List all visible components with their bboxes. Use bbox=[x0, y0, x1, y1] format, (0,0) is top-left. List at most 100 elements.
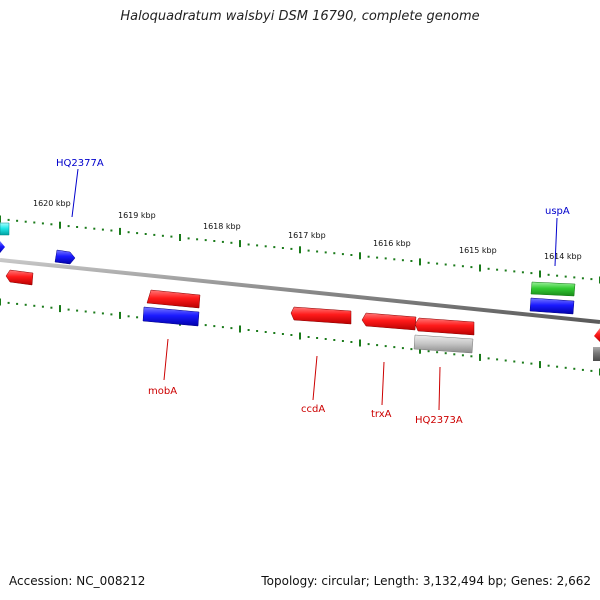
gene-feature-red-right[interactable] bbox=[594, 328, 600, 342]
gene-feature-hq2373a-gray[interactable] bbox=[413, 334, 474, 354]
gene-label-ccdA[interactable]: ccdA bbox=[301, 404, 325, 415]
minor-tick bbox=[581, 368, 584, 371]
minor-tick bbox=[16, 302, 19, 305]
minor-tick bbox=[324, 338, 327, 340]
minor-tick bbox=[367, 255, 370, 258]
major-tick bbox=[479, 353, 481, 361]
minor-tick bbox=[247, 243, 250, 246]
major-tick bbox=[119, 311, 121, 319]
minor-tick bbox=[470, 355, 473, 358]
major-tick bbox=[419, 258, 421, 266]
minor-tick bbox=[307, 336, 310, 338]
gene-feature-hq2373a[interactable] bbox=[414, 317, 475, 336]
major-tick bbox=[59, 305, 61, 313]
leader-line-hq2377a bbox=[71, 168, 79, 218]
major-tick bbox=[299, 332, 301, 340]
gene-feature-cyan[interactable] bbox=[0, 222, 10, 236]
minor-tick bbox=[24, 220, 27, 223]
map-title: Haloquadratum walsbyi DSM 16790, complet… bbox=[120, 9, 480, 24]
minor-tick bbox=[170, 235, 173, 238]
minor-tick bbox=[556, 365, 559, 368]
minor-tick bbox=[581, 277, 584, 280]
major-tick bbox=[299, 246, 301, 254]
minor-tick bbox=[333, 252, 336, 255]
gene-feature-hq2377a[interactable] bbox=[54, 249, 76, 265]
minor-tick bbox=[496, 358, 499, 361]
minor-tick bbox=[384, 345, 387, 348]
gene-feature-uspa-blue[interactable] bbox=[529, 297, 575, 315]
gene-feature-ccdA[interactable] bbox=[290, 306, 352, 325]
gene-labels: HQ2377A uspA mobA ccdA trxA HQ2373A bbox=[56, 158, 570, 426]
leader-line-mobA bbox=[163, 338, 169, 381]
minor-tick bbox=[24, 303, 27, 306]
minor-tick bbox=[427, 261, 430, 264]
minor-tick bbox=[393, 258, 396, 261]
minor-tick bbox=[230, 241, 233, 244]
major-tick bbox=[0, 215, 1, 223]
minor-tick bbox=[221, 326, 224, 329]
minor-tick bbox=[161, 234, 164, 237]
leader-line-uspa bbox=[554, 217, 558, 267]
minor-tick bbox=[204, 324, 207, 327]
minor-tick bbox=[367, 343, 370, 346]
gene-feature-red[interactable] bbox=[5, 269, 34, 286]
major-tick bbox=[0, 298, 1, 306]
minor-tick bbox=[453, 264, 456, 267]
minor-tick bbox=[444, 263, 447, 266]
minor-tick bbox=[401, 259, 404, 262]
leader-line-trxA bbox=[381, 361, 385, 406]
minor-tick bbox=[487, 267, 490, 270]
scale-label: 1620 kbp bbox=[33, 199, 71, 208]
minor-tick bbox=[110, 313, 113, 316]
minor-tick bbox=[350, 341, 353, 343]
minor-tick bbox=[221, 240, 224, 243]
minor-tick bbox=[496, 268, 499, 271]
minor-tick bbox=[521, 271, 524, 274]
minor-tick bbox=[93, 311, 96, 314]
minor-tick bbox=[504, 359, 507, 362]
minor-tick bbox=[33, 304, 36, 307]
minor-tick bbox=[590, 369, 593, 372]
gene-feature-darkgray-right[interactable] bbox=[593, 347, 600, 361]
accession-text: Accession: NC_008212 bbox=[9, 574, 146, 588]
minor-tick bbox=[136, 316, 139, 319]
minor-tick bbox=[341, 340, 344, 342]
minor-tick bbox=[410, 260, 413, 262]
gene-feature-trxA[interactable] bbox=[361, 312, 417, 331]
minor-tick bbox=[84, 310, 87, 313]
minor-tick bbox=[127, 231, 130, 234]
minor-tick bbox=[590, 278, 593, 281]
gene-label-uspa[interactable]: uspA bbox=[545, 206, 570, 217]
major-tick bbox=[59, 221, 61, 229]
minor-tick bbox=[290, 334, 293, 336]
minor-tick bbox=[101, 228, 104, 231]
minor-tick bbox=[556, 274, 559, 277]
gene-feature-mobA[interactable] bbox=[142, 306, 200, 327]
gene-feature-uspa[interactable] bbox=[530, 281, 576, 297]
minor-tick bbox=[324, 251, 327, 254]
gene-label-mobA[interactable]: mobA bbox=[148, 386, 177, 397]
minor-tick bbox=[384, 257, 387, 260]
minor-tick bbox=[376, 256, 379, 259]
gene-label-hq2377a[interactable]: HQ2377A bbox=[56, 158, 104, 169]
minor-tick bbox=[461, 354, 464, 357]
minor-tick bbox=[564, 275, 567, 278]
features-reverse bbox=[5, 269, 600, 361]
minor-tick bbox=[316, 337, 319, 339]
minor-tick bbox=[230, 327, 233, 330]
genome-backbone bbox=[0, 258, 600, 324]
gene-feature-mobA-upper[interactable] bbox=[146, 289, 201, 309]
gene-label-hq2373a[interactable]: HQ2373A bbox=[415, 415, 463, 426]
minor-tick bbox=[247, 329, 250, 331]
minor-tick bbox=[264, 331, 267, 333]
major-tick bbox=[359, 339, 361, 347]
minor-tick bbox=[461, 265, 464, 268]
gene-label-trxA[interactable]: trxA bbox=[371, 409, 392, 420]
gene-feature-blue[interactable] bbox=[0, 241, 5, 253]
minor-tick bbox=[213, 240, 216, 242]
minor-tick bbox=[530, 362, 533, 365]
major-tick bbox=[239, 325, 241, 333]
minor-tick bbox=[410, 348, 413, 351]
major-tick bbox=[419, 346, 421, 354]
